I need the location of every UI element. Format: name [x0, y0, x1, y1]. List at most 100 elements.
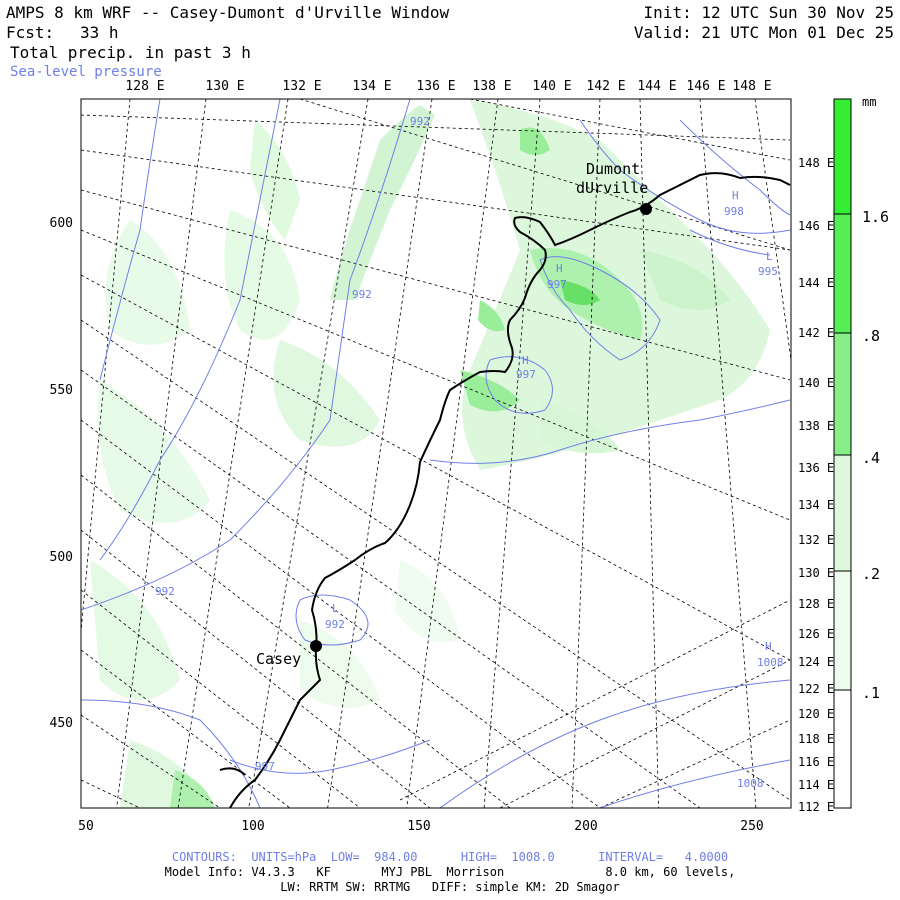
parallel-line	[81, 369, 701, 808]
colorbar-segment-6	[834, 690, 851, 808]
parallel-line	[81, 419, 601, 808]
slp-label: L	[766, 250, 773, 263]
right-axis: 148 E 146 E 144 E 142 E 140 E 138 E 136 …	[798, 156, 834, 814]
meridian-line	[406, 99, 499, 808]
dumont-label: Dumont	[586, 160, 640, 178]
contour-line	[539, 256, 661, 361]
parallel-line	[81, 589, 361, 808]
slp-contours	[81, 99, 791, 808]
contour-line	[485, 356, 553, 414]
left-axis-label: 500	[50, 550, 73, 565]
colorbar-label: .4	[862, 449, 880, 467]
field-title: Total precip. in past 3 h	[10, 43, 251, 62]
slp-label: 997	[547, 278, 567, 291]
top-axis-label: 134 E	[352, 79, 391, 94]
contour-line	[99, 99, 281, 561]
slp-label: 995	[758, 265, 778, 278]
slp-label: 1008	[757, 656, 784, 669]
right-axis-label: 118 E	[798, 732, 834, 746]
right-axis-label: 126 E	[798, 627, 834, 641]
meridian-line	[483, 99, 541, 808]
model-info: Model Info: V4.3.3 KF MYJ PBL Morrison 8…	[164, 865, 736, 879]
colorbar-unit: mm	[862, 95, 876, 109]
parallel-line	[81, 149, 791, 251]
right-axis-label: 124 E	[798, 655, 834, 669]
physics-info: LW: RRTM SW: RRTMG DIFF: simple KM: 2D S…	[280, 880, 620, 894]
slp-label: 992	[352, 288, 372, 301]
colorbar-segment-1	[834, 99, 851, 214]
top-axis: 128 E 130 E 132 E 134 E 136 E 138 E 140 …	[125, 79, 771, 94]
slp-label: 997	[255, 760, 275, 773]
left-axis: 600 550 500 450	[50, 216, 73, 731]
contour-line	[229, 739, 431, 774]
slp-label: 1008	[737, 777, 764, 790]
top-axis-label: 128 E	[125, 79, 164, 94]
right-axis-label: 128 E	[798, 597, 834, 611]
left-axis-label: 450	[50, 716, 73, 731]
colorbar	[833, 98, 852, 809]
valid-time: Valid: 21 UTC Mon 01 Dec 25	[633, 23, 894, 42]
bottom-axis-label: 200	[574, 819, 597, 834]
parallel-line	[81, 529, 431, 808]
contour-line	[599, 759, 791, 808]
meridian-line	[81, 99, 131, 637]
right-axis-label: 140 E	[798, 376, 834, 390]
slp-label: 992	[155, 585, 175, 598]
parallel-line	[81, 474, 511, 808]
left-axis-label: 550	[50, 383, 73, 398]
contour-info: CONTOURS: UNITS=hPa LOW= 984.00 HIGH= 10…	[171, 850, 729, 864]
parallel-line	[299, 99, 791, 251]
precip-shading	[90, 100, 770, 808]
top-axis-label: 130 E	[205, 79, 244, 94]
parallel-line	[81, 779, 141, 808]
graticule	[81, 99, 791, 808]
colorbar-segment-5	[834, 571, 851, 690]
slp-label: H	[765, 640, 772, 653]
top-axis-label: 148 E	[732, 79, 771, 94]
contour-line	[439, 679, 791, 808]
map-frame	[80, 98, 792, 809]
parallel-line	[81, 189, 791, 381]
right-axis-label: 138 E	[798, 419, 834, 433]
right-axis-label: 112 E	[798, 800, 834, 814]
right-axis-label: 116 E	[798, 755, 834, 769]
slp-label: H	[732, 189, 739, 202]
left-axis-label: 600	[50, 216, 73, 231]
casey-station-marker	[310, 640, 322, 652]
slp-label: 998	[724, 205, 744, 218]
colorbar-segment-3	[834, 333, 851, 455]
right-axis-label: 114 E	[798, 778, 834, 792]
meridian-line	[116, 99, 207, 808]
colorbar-label: .8	[862, 327, 880, 345]
top-axis-label: 132 E	[282, 79, 321, 94]
parallel-line	[81, 649, 291, 808]
meridian-line	[248, 99, 369, 808]
top-axis-label: 140 E	[532, 79, 571, 94]
right-axis-label: 148 E	[798, 156, 834, 170]
contour-line	[579, 119, 791, 234]
slp-label: L	[332, 602, 339, 615]
top-axis-label: 136 E	[416, 79, 455, 94]
pressure-labels: 992 992 992 L 992 H 997 H 997 997 H 998 …	[155, 115, 784, 790]
parallel-line	[599, 719, 791, 808]
dumont-station-marker	[640, 203, 652, 215]
top-axis-label: 144 E	[637, 79, 676, 94]
contour-line	[81, 699, 261, 808]
slp-label: 992	[410, 115, 430, 128]
colorbar-frame	[833, 98, 852, 809]
meridian-line	[754, 99, 791, 363]
overlay-title: Sea-level pressure	[10, 64, 162, 80]
right-axis-label: 120 E	[798, 707, 834, 721]
parallel-line	[499, 659, 791, 808]
bottom-axis: 50 100 150 200 250	[78, 819, 764, 834]
colorbar-label: .2	[862, 565, 880, 583]
slp-label: 992	[325, 618, 345, 631]
parallel-line	[81, 229, 791, 521]
dumont-label-2: dUrville	[576, 179, 648, 197]
colorbar-segment-2	[834, 214, 851, 333]
parallel-line	[399, 599, 791, 801]
forecast-hour: 33 h	[80, 23, 119, 42]
slp-label: H	[522, 354, 529, 367]
parallel-line	[81, 714, 221, 808]
meridian-line	[571, 99, 601, 808]
